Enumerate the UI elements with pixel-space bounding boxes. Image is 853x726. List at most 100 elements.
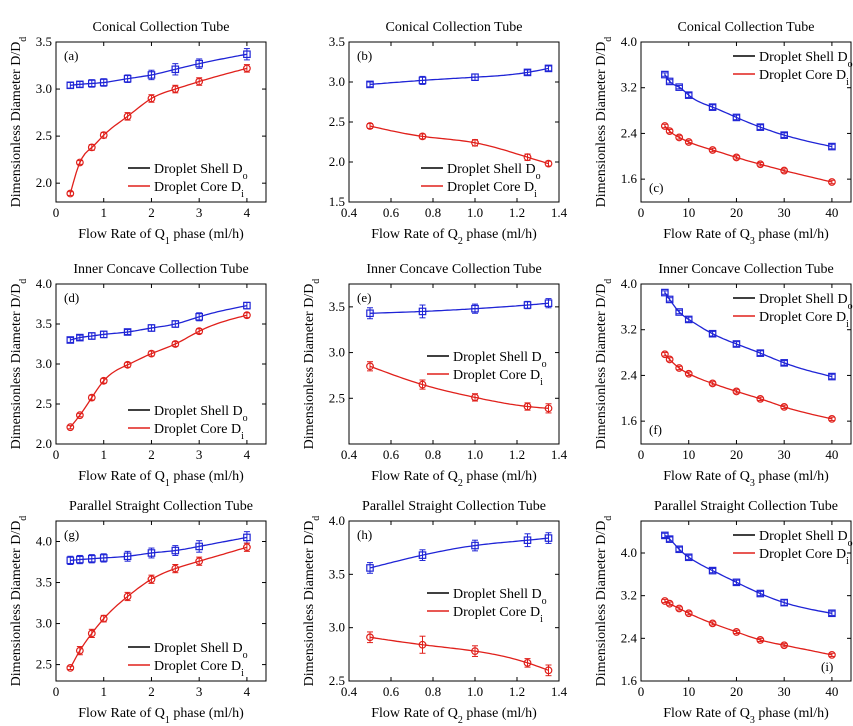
y-axis-label: Dimensionless Diameter D/Dd [594,37,614,208]
plot-frame [348,41,560,203]
data-point-circle [544,404,553,413]
chart-title: Inner Concave Collection Tube [366,262,541,277]
data-point-square [828,609,836,618]
data-point-circle [471,138,479,147]
data-point-square [66,81,75,90]
data-point-square [523,301,532,309]
data-point-square [147,549,156,557]
y-tick-label: 2.5 [36,396,52,411]
data-point-square [732,113,741,122]
legend-label: Droplet Shell Do [154,641,248,661]
y-tick-label: 2.0 [329,154,345,169]
x-tick-label: 0 [638,205,645,220]
legend-label: Droplet Core Di [759,547,849,567]
data-point-circle [756,160,765,169]
data-point-circle [780,166,789,175]
y-tick-label: 2.5 [36,657,52,672]
data-point-square [418,551,427,559]
y-axis-label: Dimensionless Diameter D/Dd [594,279,614,450]
data-point-square [780,359,788,367]
data-point-circle [171,564,180,573]
series-fit-line [69,67,248,194]
data-point-square [76,555,84,564]
y-tick-label: 3.0 [329,620,345,635]
y-tick-label: 3.0 [36,616,52,631]
x-tick-label: 40 [825,205,838,220]
data-point-circle [471,393,479,402]
y-tick-label: 2.5 [329,390,345,405]
legend-label: Droplet Core Di [759,310,849,330]
data-point-square [684,315,693,324]
data-point-square [675,308,683,316]
y-tick-label: 4.0 [36,534,52,549]
series-fit-line [664,125,833,183]
data-point-circle [123,592,132,601]
chart-panel-c: Conical Collection Tube 0 10 20 30 40 1.6 2.4 3.… [594,20,853,247]
series-fit-line [369,125,549,165]
series-fit-line [664,74,833,148]
plot-frame [640,41,852,203]
y-tick-label: 3.0 [329,74,345,89]
data-point-square [756,589,765,598]
data-point-square [665,77,674,86]
x-tick-label: 0.4 [341,684,358,699]
data-point-circle [684,369,693,378]
y-tick-label: 3.0 [36,81,52,96]
panel-tag: (c) [649,180,663,195]
y-tick-label: 3.0 [329,345,345,360]
series-fit-line [369,67,549,86]
chart-title: Conical Collection Tube [93,20,230,35]
data-point-square [366,564,374,572]
data-point-square [99,78,108,87]
data-point-circle [732,628,741,636]
x-tick-label: 4 [244,205,251,220]
data-point-circle [87,143,96,152]
y-tick-label: 1.5 [329,194,345,209]
data-point-circle [66,423,75,432]
legend-label: Droplet Core Di [447,180,537,200]
data-point-circle [243,311,251,320]
data-point-square [66,336,75,344]
data-point-square [661,70,669,79]
data-point-circle [123,112,132,121]
data-point-circle [708,379,717,388]
x-tick-label: 1.0 [467,447,483,462]
data-point-circle [675,133,684,142]
x-tick-label: 2 [148,684,155,699]
data-point-circle [708,619,717,628]
x-tick-label: 0.6 [383,684,400,699]
data-point-square [732,578,741,587]
legend-label: Droplet Core Di [154,422,244,442]
x-axis-label: Flow Rate of Q3 phase (ml/h) [663,227,829,247]
data-point-square [661,288,669,297]
data-point-circle [684,138,693,146]
data-point-circle [99,131,108,140]
series-fit-line [69,546,248,669]
x-tick-label: 0.4 [341,447,358,462]
data-point-square [523,536,532,545]
data-point-circle [756,394,765,403]
x-tick-label: 1 [100,205,107,220]
data-point-square [675,545,683,554]
x-tick-label: 30 [778,684,791,699]
data-point-circle [780,402,789,411]
data-point-circle [732,387,741,396]
y-tick-label: 4.0 [621,545,637,560]
chart-title: Parallel Straight Collection Tube [362,499,546,514]
data-point-circle [195,77,204,86]
series-fit-line [664,534,833,614]
data-point-square [195,542,203,551]
data-point-square [665,535,674,543]
chart-title: Inner Concave Collection Tube [73,262,248,277]
data-point-circle [828,650,836,659]
data-point-square [99,554,108,562]
y-axis-label: Dimensionless Diameter D/Dd [9,279,29,450]
data-point-circle [147,349,156,358]
x-axis-label: Flow Rate of Q2 phase (ml/h) [371,469,537,489]
x-axis-label: Flow Rate of Q1 phase (ml/h) [78,706,244,726]
data-point-square [99,330,108,339]
data-point-circle [828,178,836,186]
chart-panel-a: Conical Collection Tube 0 1 2 3 4 2.0 2.5 3.0 3.5… [9,20,267,247]
x-tick-label: 0.8 [425,684,441,699]
data-point-circle [756,636,765,644]
